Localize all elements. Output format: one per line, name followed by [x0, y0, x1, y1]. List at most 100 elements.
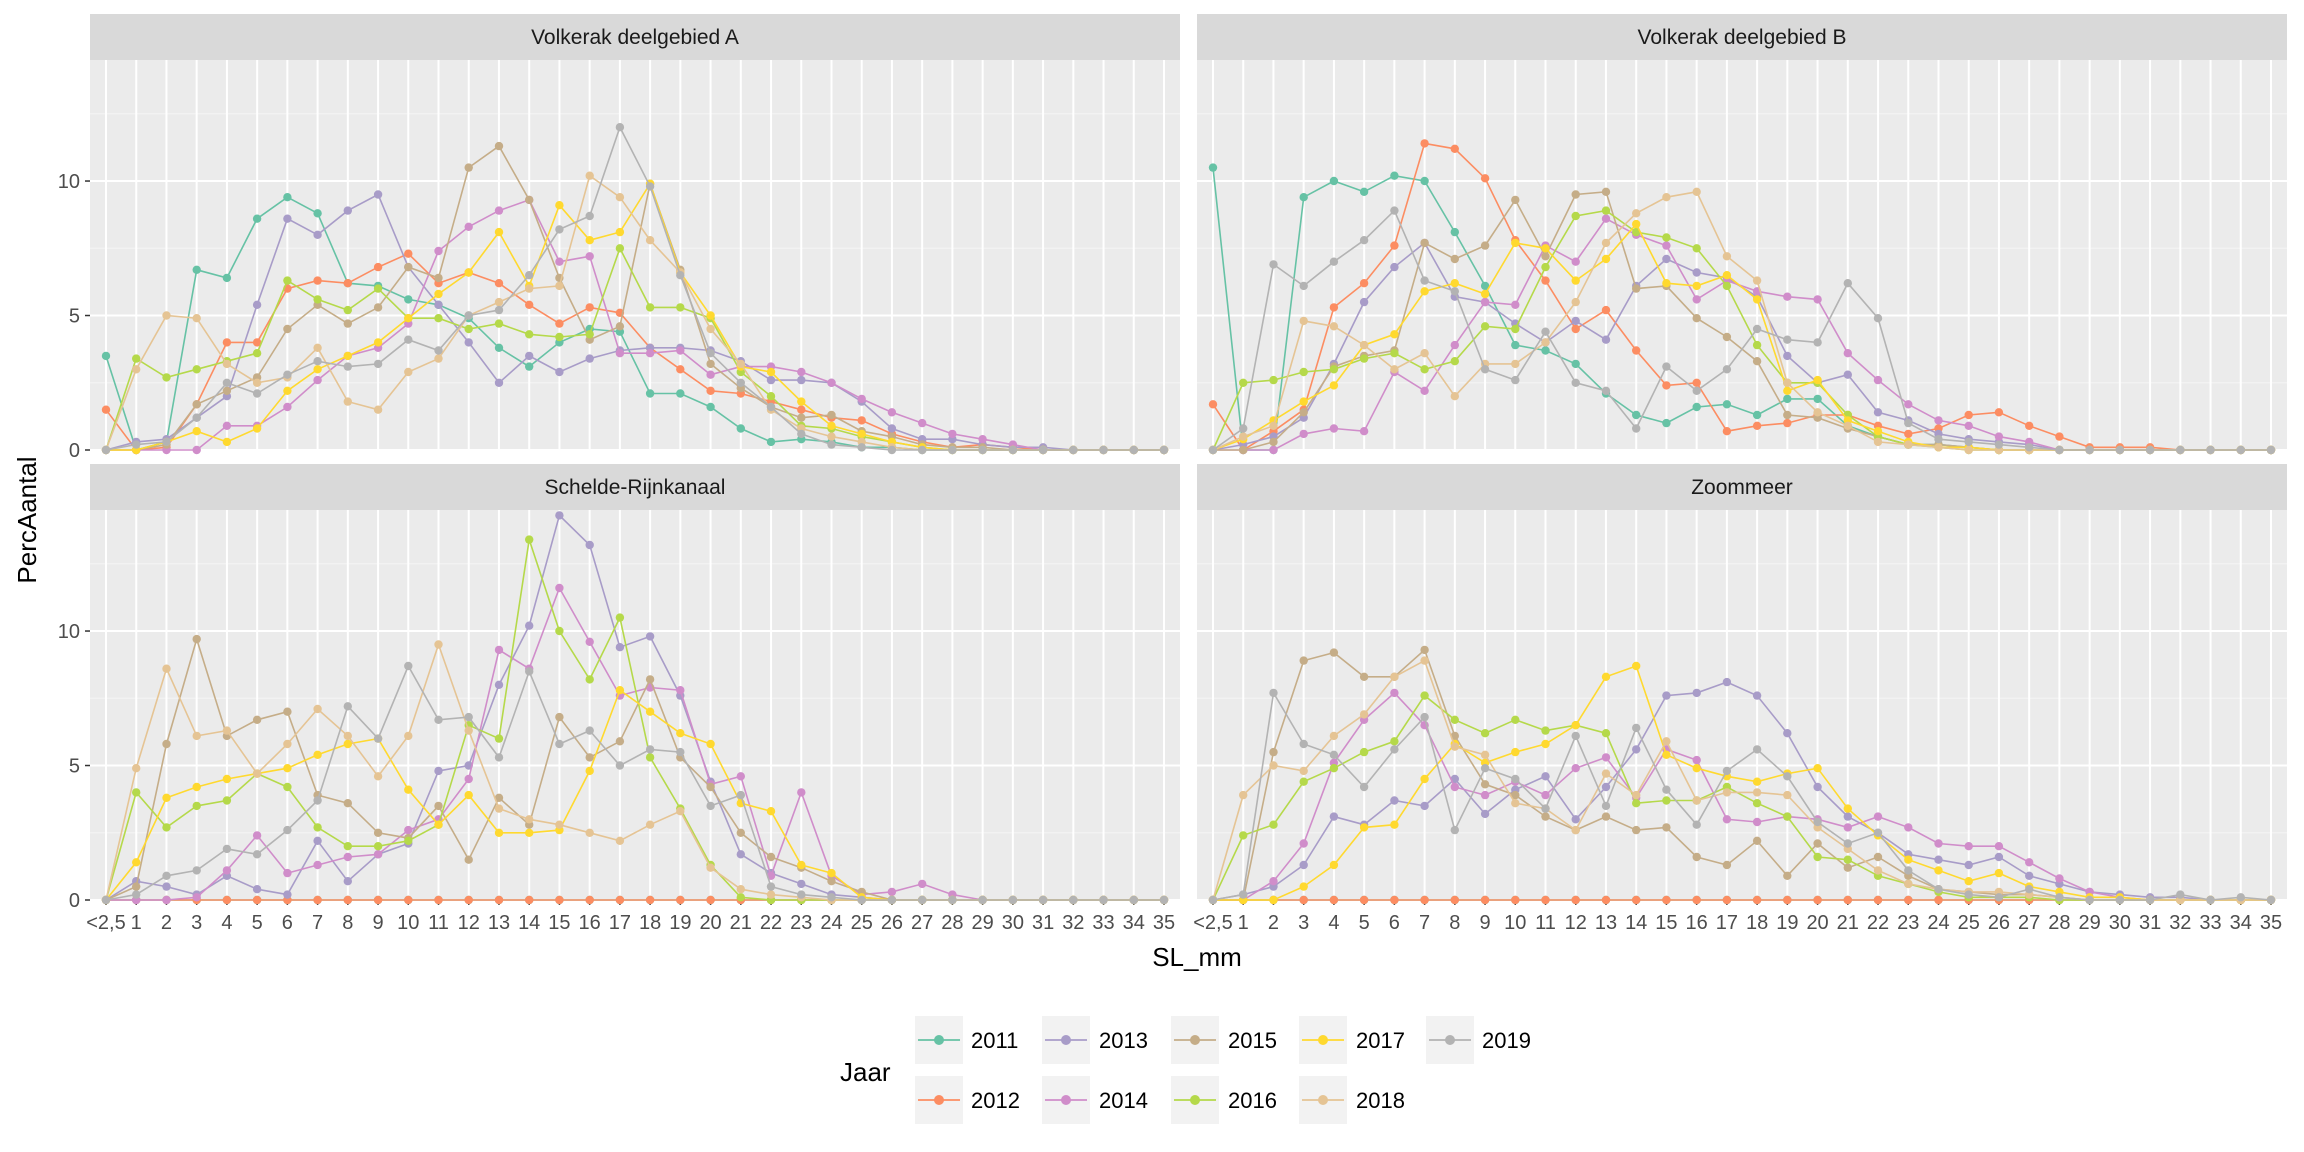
data-point — [1069, 895, 1078, 905]
data-point — [2115, 895, 2125, 905]
x-tick-label: 6 — [282, 912, 293, 934]
data-point — [1329, 764, 1339, 773]
data-point — [404, 262, 413, 272]
data-point — [1571, 825, 1580, 835]
data-point — [1129, 445, 1139, 455]
x-tick-label: 5 — [1359, 912, 1370, 934]
data-point — [162, 895, 171, 905]
data-point — [404, 895, 413, 905]
data-point — [162, 739, 171, 749]
x-tick-label: 1 — [131, 912, 142, 934]
data-point — [1359, 297, 1369, 307]
data-point — [1783, 378, 1792, 387]
data-point — [525, 667, 534, 676]
data-point — [1783, 386, 1792, 395]
legend-key-point — [1318, 1095, 1328, 1105]
data-point — [1571, 316, 1580, 326]
data-point — [404, 335, 413, 344]
legend-label: 2017 — [1356, 1028, 1405, 1053]
x-tick-label: 10 — [397, 912, 419, 934]
data-point — [434, 715, 443, 724]
data-point — [615, 349, 625, 358]
legend-key-point — [934, 1035, 944, 1045]
data-point — [434, 346, 443, 355]
data-point — [1692, 402, 1701, 412]
data-point — [1390, 349, 1399, 358]
data-point — [706, 386, 715, 395]
panel-background — [90, 510, 1180, 900]
data-point — [1420, 645, 1429, 655]
data-point — [1038, 445, 1048, 455]
data-point — [494, 680, 504, 689]
data-point — [1692, 281, 1701, 291]
x-tick-label: 17 — [609, 912, 631, 934]
data-point — [1873, 314, 1883, 323]
data-point — [1692, 895, 1701, 905]
data-point — [1269, 375, 1278, 385]
data-point — [192, 801, 201, 811]
data-point — [343, 739, 352, 749]
data-point — [1571, 257, 1580, 266]
data-point — [887, 445, 897, 455]
data-point — [1269, 761, 1278, 770]
data-point — [192, 413, 201, 422]
data-point — [494, 343, 504, 352]
data-point — [736, 828, 745, 837]
data-point — [827, 432, 836, 441]
data-point — [1813, 394, 1822, 404]
data-point — [676, 807, 685, 816]
data-point — [555, 201, 564, 210]
data-point — [1722, 895, 1732, 905]
data-point — [1359, 895, 1369, 905]
data-point — [343, 279, 352, 288]
series-line-2019 — [1212, 209, 2271, 451]
data-point — [1904, 879, 1913, 889]
data-point — [797, 413, 806, 422]
data-point — [645, 389, 655, 398]
data-point — [827, 421, 836, 430]
data-point — [1783, 790, 1792, 800]
data-point — [1692, 852, 1701, 862]
data-point — [1299, 397, 1308, 406]
data-point — [434, 801, 443, 811]
data-point — [1571, 721, 1580, 730]
data-point — [1632, 825, 1641, 835]
data-point — [1420, 276, 1429, 285]
data-point — [676, 271, 685, 280]
data-point — [1420, 386, 1429, 395]
data-point — [464, 163, 473, 172]
data-point — [373, 303, 383, 312]
x-tick-label: 15 — [1655, 912, 1677, 934]
data-point — [706, 370, 715, 379]
series-line-2019 — [105, 125, 1164, 451]
data-point — [1632, 661, 1641, 671]
data-point — [252, 389, 262, 398]
data-point — [1069, 445, 1078, 455]
data-point — [1390, 241, 1399, 250]
data-point — [1329, 648, 1339, 657]
data-point — [252, 349, 262, 358]
data-point — [343, 206, 352, 215]
data-point — [1692, 187, 1701, 196]
data-point — [555, 511, 564, 520]
data-point — [283, 276, 292, 285]
data-point — [736, 424, 745, 433]
data-point — [2206, 445, 2215, 455]
data-point — [585, 252, 594, 261]
data-point — [1601, 305, 1611, 315]
data-point — [404, 249, 413, 258]
data-point — [1934, 435, 1943, 444]
x-tick-label: 15 — [548, 912, 570, 934]
data-point — [1269, 421, 1278, 430]
data-point — [1420, 691, 1429, 700]
data-point — [404, 836, 413, 845]
data-point — [736, 893, 745, 902]
data-point — [1692, 688, 1701, 698]
data-point — [1480, 790, 1490, 800]
legend-item-2019: 2019 — [1426, 1016, 1531, 1064]
x-tick-label: 35 — [1153, 912, 1175, 934]
data-point — [1662, 750, 1671, 759]
data-point — [1571, 731, 1580, 741]
data-point — [373, 895, 383, 905]
